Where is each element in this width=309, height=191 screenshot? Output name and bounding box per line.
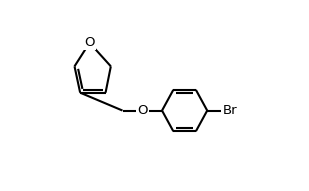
Text: O: O bbox=[137, 104, 147, 117]
Text: Br: Br bbox=[222, 104, 237, 117]
Text: O: O bbox=[84, 36, 95, 49]
